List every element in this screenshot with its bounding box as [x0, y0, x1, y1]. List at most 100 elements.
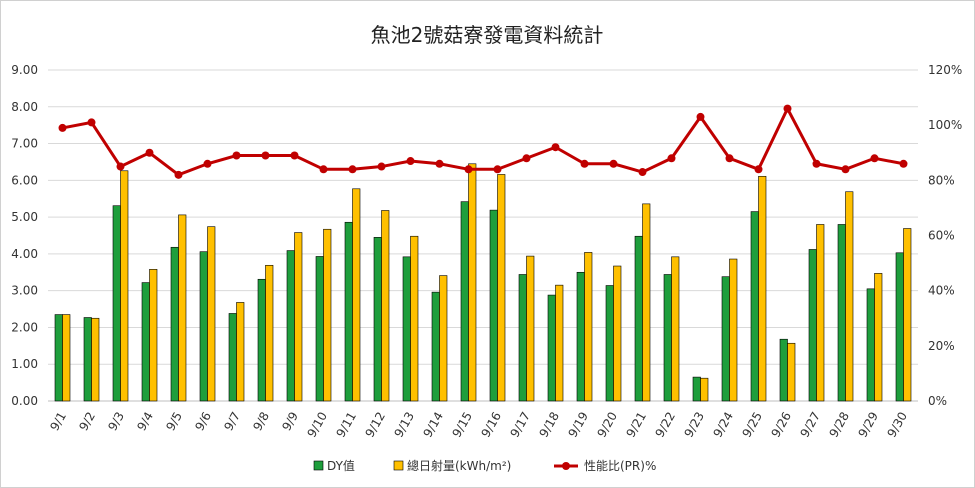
bar-irradiance: [381, 210, 390, 402]
y-left-tick-label: 0.00: [11, 394, 38, 408]
x-tick-label: 9/12: [362, 410, 388, 440]
bar-dy: [692, 376, 701, 402]
bar-irradiance: [671, 256, 680, 402]
legend-label: 性能比(PR)%: [584, 459, 656, 473]
pr-point: [493, 165, 502, 174]
bar-dy: [634, 235, 643, 402]
bar-dy: [489, 209, 498, 402]
y-right-tick-label: 100%: [928, 118, 962, 132]
y-left-tick-label: 2.00: [11, 320, 38, 334]
bar-dy: [257, 278, 266, 402]
x-tick-label: 9/2: [76, 410, 98, 434]
bar-dy: [518, 274, 527, 402]
x-tick-label: 9/15: [449, 410, 475, 440]
bar-irradiance: [729, 258, 738, 402]
bar-irradiance: [845, 191, 854, 402]
legend-swatch-irradiance: [393, 460, 404, 471]
y-left-tick-label: 4.00: [11, 247, 38, 261]
bar-irradiance: [903, 228, 912, 402]
pr-point: [116, 162, 125, 171]
pr-point: [145, 148, 154, 157]
x-tick-label: 9/21: [623, 410, 649, 440]
pr-point: [870, 154, 879, 163]
bar-dy: [286, 250, 295, 402]
bar-dy: [315, 256, 324, 402]
pr-point: [290, 151, 299, 160]
x-tick-label: 9/9: [279, 410, 301, 434]
x-tick-label: 9/4: [134, 410, 156, 434]
pr-point: [580, 159, 589, 168]
y-right-tick-label: 20%: [928, 339, 955, 353]
x-tick-label: 9/23: [681, 410, 707, 440]
pr-point: [667, 154, 676, 163]
bar-irradiance: [352, 188, 361, 402]
legend-swatch-pr-point: [562, 462, 570, 470]
bar-dy: [228, 313, 237, 402]
y-left-tick-label: 3.00: [11, 284, 38, 298]
pr-point: [522, 154, 531, 163]
y-left-tick-label: 7.00: [11, 137, 38, 151]
bar-irradiance: [410, 235, 419, 402]
bar-irradiance: [439, 275, 448, 402]
pr-point: [899, 159, 908, 168]
bar-irradiance: [91, 317, 100, 402]
x-tick-label: 9/17: [507, 410, 533, 440]
bar-irradiance: [816, 224, 825, 402]
pr-point: [87, 118, 96, 127]
bar-dy: [605, 285, 614, 402]
bar-dy: [83, 317, 92, 402]
x-tick-label: 9/11: [333, 410, 359, 440]
bar-dy: [431, 291, 440, 402]
pr-point: [232, 151, 241, 160]
bar-irradiance: [323, 228, 332, 402]
x-tick-label: 9/3: [105, 410, 127, 434]
x-tick-label: 9/14: [420, 410, 446, 440]
pr-point: [377, 162, 386, 171]
x-tick-label: 9/18: [536, 410, 562, 440]
bar-dy: [402, 256, 411, 402]
pr-point: [406, 157, 415, 166]
y-right-tick-label: 40%: [928, 284, 955, 298]
legend-swatch-dy: [313, 460, 324, 471]
pr-point: [812, 159, 821, 168]
x-tick-label: 9/22: [652, 410, 678, 440]
pr-point: [725, 154, 734, 163]
pr-point: [464, 165, 473, 174]
pr-point: [551, 143, 560, 152]
y-left-tick-label: 9.00: [11, 63, 38, 77]
bar-irradiance: [555, 284, 564, 402]
bar-irradiance: [207, 226, 216, 402]
bar-irradiance: [468, 163, 477, 402]
bar-irradiance: [236, 302, 245, 402]
y-left-tick-label: 6.00: [11, 173, 38, 187]
bar-irradiance: [787, 342, 796, 402]
x-tick-label: 9/16: [478, 410, 504, 440]
pr-point: [841, 165, 850, 174]
pr-line: [62, 105, 904, 177]
legend-label: 總日射量(kWh/m²): [407, 458, 511, 473]
bar-irradiance: [178, 214, 187, 402]
x-tick-label: 9/5: [163, 410, 185, 434]
bar-irradiance: [874, 273, 883, 402]
bar-irradiance: [294, 232, 303, 402]
pr-point: [58, 123, 67, 132]
x-tick-label: 9/20: [594, 410, 620, 440]
bar-irradiance: [584, 252, 593, 402]
bar-irradiance: [120, 170, 129, 402]
x-tick-label: 9/6: [192, 410, 214, 434]
x-tick-label: 9/29: [855, 410, 881, 440]
pr-point: [754, 165, 763, 174]
bar-dy: [721, 276, 730, 402]
x-tick-label: 9/8: [250, 410, 272, 434]
x-tick-label: 9/30: [884, 410, 910, 440]
x-tick-label: 9/10: [304, 410, 330, 440]
x-tick-label: 9/25: [739, 410, 765, 440]
bar-dy: [460, 201, 469, 402]
bar-dy: [373, 237, 382, 402]
bar-dy: [576, 271, 585, 402]
y-right-tick-label: 60%: [928, 229, 955, 243]
y-right-tick-label: 80%: [928, 173, 955, 187]
pr-point: [609, 159, 618, 168]
bar-dy: [837, 224, 846, 402]
